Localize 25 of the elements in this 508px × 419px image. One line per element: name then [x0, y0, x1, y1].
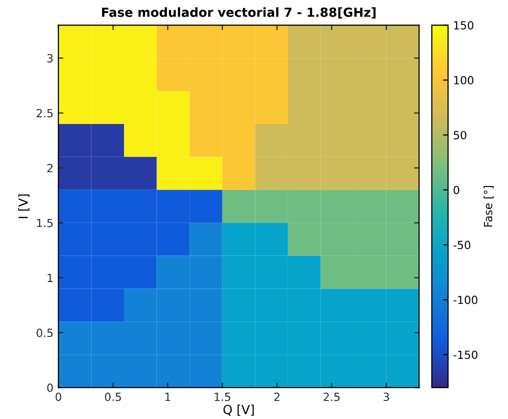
color-bar-label: 100 — [454, 76, 474, 84]
y-tick-label: 3 — [47, 54, 53, 62]
x-tick-label: 2.5 — [324, 392, 340, 402]
color-bar-label: -100 — [453, 296, 478, 304]
y-axis-title: I [V] — [18, 194, 30, 218]
color-bar-label: 0 — [454, 186, 460, 194]
x-tick-label: 1.5 — [214, 392, 230, 402]
color-bar-label: -150 — [453, 350, 478, 360]
x-axis-title: Q [V] — [223, 404, 254, 416]
color-bar-label: 150 — [454, 21, 474, 30]
x-tick-label: 1 — [165, 392, 170, 401]
y-tick-label: 2 — [47, 164, 52, 172]
chart-title: Fase modulador vectorial 7 - 1.88[GHz] — [102, 7, 376, 18]
y-tick-label: 2.5 — [36, 108, 53, 118]
x-tick-label: 0 — [56, 392, 62, 402]
color-bar-label: -50 — [453, 240, 470, 250]
y-tick-label: 1 — [48, 274, 53, 282]
color-bar-title: Fase [°] — [484, 186, 494, 227]
y-tick-label: 1.5 — [37, 218, 53, 228]
y-tick-label: 0.5 — [36, 328, 53, 338]
color-bar-label: 50 — [454, 130, 466, 140]
x-tick-label: 2 — [274, 392, 280, 401]
x-tick-label: 3 — [384, 392, 389, 402]
y-tick-label: 0 — [47, 384, 53, 392]
x-tick-label: 0.5 — [104, 392, 121, 402]
